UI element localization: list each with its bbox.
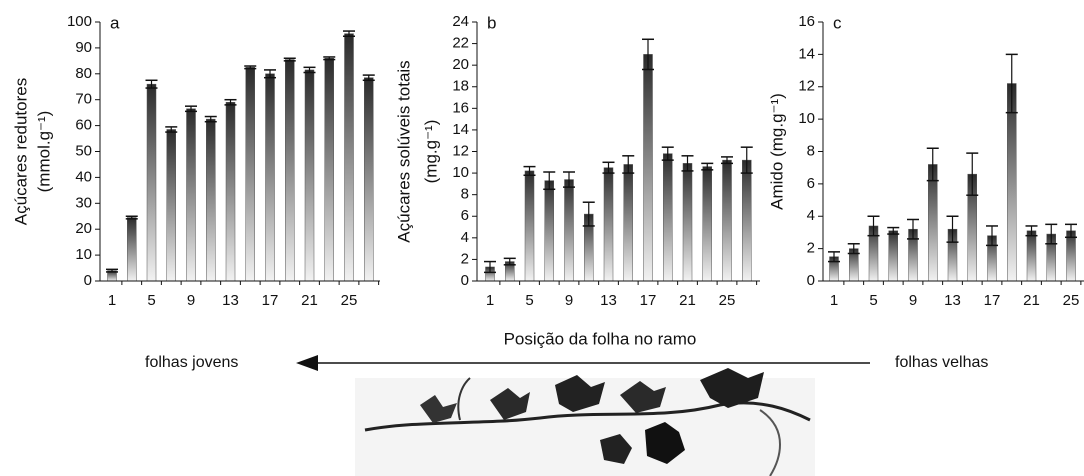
x-tick-label: 9 bbox=[187, 292, 195, 309]
y-tick-label: 2 bbox=[807, 240, 815, 257]
y-tick-label: 4 bbox=[807, 207, 815, 224]
bar bbox=[703, 167, 712, 281]
y-tick-label: 8 bbox=[461, 186, 469, 203]
bar bbox=[644, 54, 653, 281]
x-tick-label: 9 bbox=[909, 292, 917, 309]
x-tick-label: 9 bbox=[565, 292, 573, 309]
x-tick-label: 13 bbox=[944, 292, 961, 309]
bar bbox=[1027, 231, 1036, 281]
y-tick-label: 60 bbox=[75, 117, 92, 134]
left-label: folhas jovens bbox=[145, 354, 238, 371]
y-tick-label: 80 bbox=[75, 65, 92, 82]
y-tick-label: 16 bbox=[798, 13, 815, 30]
bar bbox=[246, 67, 255, 281]
bar bbox=[663, 154, 672, 281]
y-tick-label: 10 bbox=[452, 164, 469, 181]
y-tick-label: 10 bbox=[798, 110, 815, 127]
y-tick-label: 22 bbox=[452, 35, 469, 52]
right-label: folhas velhas bbox=[895, 354, 988, 371]
x-tick-label: 21 bbox=[1023, 292, 1040, 309]
bar bbox=[187, 109, 196, 281]
bar bbox=[565, 180, 574, 281]
bar bbox=[928, 164, 937, 281]
y-tick-label: 0 bbox=[807, 272, 815, 289]
y-tick-label: 14 bbox=[452, 121, 469, 138]
x-tick-label: 25 bbox=[341, 292, 358, 309]
bar bbox=[127, 218, 136, 281]
panel-letter: b bbox=[487, 13, 496, 32]
bar bbox=[266, 74, 275, 281]
x-tick-label: 21 bbox=[301, 292, 318, 309]
x-tick-label: 17 bbox=[984, 292, 1001, 309]
y-tick-label: 12 bbox=[452, 142, 469, 159]
x-tick-label: 1 bbox=[108, 292, 116, 309]
y-tick-label: 10 bbox=[75, 246, 92, 263]
y-tick-label: 6 bbox=[461, 207, 469, 224]
chart-panel: 1 5 9 13 17 21 25 0 10 20 30 40 50 60 70 80 90 100 a Açúcar… bbox=[11, 13, 380, 309]
bar bbox=[545, 181, 554, 281]
x-axis-label: Posição da folha no ramo bbox=[504, 329, 697, 348]
y-tick-label: 24 bbox=[452, 13, 469, 30]
x-tick-label: 13 bbox=[600, 292, 617, 309]
y-tick-label: 40 bbox=[75, 168, 92, 185]
x-tick-label: 21 bbox=[679, 292, 696, 309]
y-axis-label: (mmol.g⁻¹) bbox=[34, 111, 53, 193]
bar bbox=[742, 160, 751, 281]
bar bbox=[525, 171, 534, 281]
y-tick-label: 70 bbox=[75, 91, 92, 108]
y-tick-label: 0 bbox=[84, 272, 92, 289]
y-tick-label: 8 bbox=[807, 142, 815, 159]
x-tick-label: 1 bbox=[486, 292, 494, 309]
bar bbox=[305, 70, 314, 281]
y-tick-label: 30 bbox=[75, 194, 92, 211]
arrow-head bbox=[296, 355, 318, 371]
bar bbox=[206, 119, 215, 281]
bar bbox=[167, 129, 176, 281]
bar bbox=[889, 231, 898, 281]
y-tick-label: 14 bbox=[798, 45, 815, 62]
y-tick-label: 20 bbox=[75, 220, 92, 237]
x-tick-label: 1 bbox=[830, 292, 838, 309]
bar bbox=[147, 84, 156, 281]
y-tick-label: 16 bbox=[452, 99, 469, 116]
bar bbox=[364, 78, 373, 281]
bar bbox=[624, 164, 633, 281]
y-tick-label: 90 bbox=[75, 39, 92, 56]
bar bbox=[723, 160, 732, 281]
bar bbox=[285, 60, 294, 281]
y-tick-label: 6 bbox=[807, 175, 815, 192]
y-tick-label: 12 bbox=[798, 78, 815, 95]
x-tick-label: 25 bbox=[1063, 292, 1080, 309]
vine-illustration bbox=[355, 368, 815, 476]
y-tick-label: 0 bbox=[461, 272, 469, 289]
panel-letter: a bbox=[110, 13, 120, 32]
x-tick-label: 5 bbox=[147, 292, 155, 309]
x-tick-label: 17 bbox=[262, 292, 279, 309]
y-axis-label: Açúcares solúveis totais bbox=[394, 60, 413, 242]
bar bbox=[604, 168, 613, 281]
figure: Posição da folha no ramo folhas jovens f… bbox=[0, 0, 1084, 476]
chart-panel: 1 5 9 13 17 21 25 0 2 4 6 8 10 12 14 16 c Amido (mg.g⁻¹) bbox=[767, 13, 1084, 309]
x-tick-label: 17 bbox=[640, 292, 657, 309]
x-tick-label: 13 bbox=[222, 292, 239, 309]
bar bbox=[325, 58, 334, 281]
panel-letter: c bbox=[833, 13, 842, 32]
x-tick-label: 25 bbox=[719, 292, 736, 309]
y-axis-label: Açúcares redutores bbox=[11, 78, 30, 225]
y-tick-label: 4 bbox=[461, 229, 469, 246]
bar bbox=[226, 102, 235, 281]
y-tick-label: 2 bbox=[461, 250, 469, 267]
y-tick-label: 18 bbox=[452, 78, 469, 95]
y-axis-label: (mg.g⁻¹) bbox=[421, 120, 440, 184]
bar bbox=[683, 163, 692, 281]
y-tick-label: 50 bbox=[75, 142, 92, 159]
y-tick-label: 20 bbox=[452, 56, 469, 73]
bar bbox=[345, 34, 354, 281]
bar bbox=[1067, 231, 1076, 281]
x-tick-label: 5 bbox=[525, 292, 533, 309]
y-axis-label: Amido (mg.g⁻¹) bbox=[767, 93, 786, 210]
x-tick-label: 5 bbox=[869, 292, 877, 309]
y-tick-label: 100 bbox=[67, 13, 92, 30]
